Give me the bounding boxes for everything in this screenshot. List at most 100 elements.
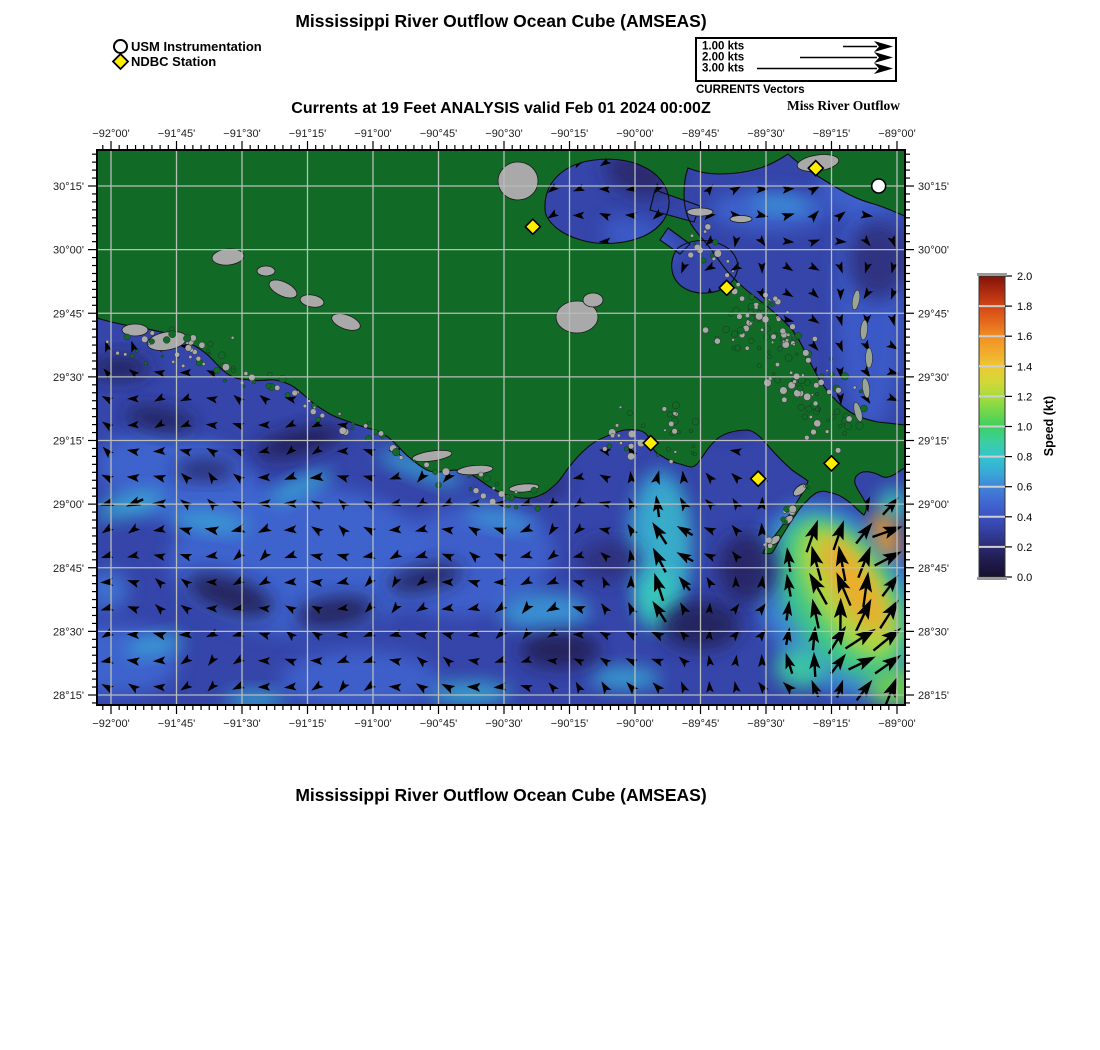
colorbar-tick-label: 0.6: [1017, 482, 1032, 494]
island: [331, 313, 361, 331]
axes: −92°00' −92°00' −91°45' −91°45' −91°30' −91°3…: [53, 128, 949, 730]
map-frame: [96, 149, 906, 706]
bottom-title: Mississippi River Outflow Ocean Cube (AM…: [295, 785, 706, 805]
axis-tick-label: 30°15': [53, 181, 84, 193]
axis-tick-label: −90°00': [616, 128, 653, 140]
axis-tick-label: 30°15': [918, 181, 949, 193]
page-title: Mississippi River Outflow Ocean Cube (AM…: [295, 11, 706, 31]
legend-label-ndbc: NDBC Station: [131, 54, 216, 69]
island: [121, 323, 149, 337]
marsh-speckles: [105, 223, 868, 549]
scale-entry-2: 2.00 kts: [702, 52, 744, 64]
barrier-island: [851, 289, 861, 311]
colorbar-tick-label: 2.0: [1017, 271, 1032, 283]
ndbc-station-marker: [749, 470, 767, 488]
axis-tick-label: 29°45': [53, 308, 84, 320]
axis-tick-label: −91°00': [354, 128, 391, 140]
axis-tick-label: −90°45': [420, 128, 457, 140]
speed-patch: [520, 632, 600, 668]
axis-tick-label: −89°30': [747, 128, 784, 140]
ndbc-station-marker: [524, 218, 542, 236]
coastline: [659, 227, 691, 255]
speed-patch: [750, 197, 810, 213]
axis-tick-label: 30°00': [918, 245, 949, 257]
colorbar-tick-label: 1.0: [1017, 422, 1032, 434]
speed-patch: [465, 510, 535, 530]
colorbar-tick-label: 0.0: [1017, 572, 1032, 584]
axis-tick-label: −89°00': [878, 128, 915, 140]
axis-tick-label: 29°00': [918, 499, 949, 511]
axis-tick-label: 29°15': [918, 436, 949, 448]
axis-tick-label: −91°30': [223, 718, 260, 730]
speed-patch: [387, 563, 463, 593]
scale-arrowhead: [874, 41, 893, 52]
axis-tick-label: 29°30': [918, 372, 949, 384]
currents-map: −92°00' −92°00' −91°45' −91°45' −91°30' −91°3…: [53, 128, 949, 730]
islands: [121, 154, 873, 546]
speed-patch: [295, 596, 375, 628]
axis-tick-label: 28°45': [53, 563, 84, 575]
speed-patch: [500, 592, 590, 632]
corner-label: Miss River Outflow: [787, 98, 900, 113]
island: [268, 279, 298, 299]
ndbc-station-marker: [642, 434, 660, 452]
colorbar-tick-label: 1.6: [1017, 331, 1032, 343]
axis-tick-label: 28°15': [918, 690, 949, 702]
axis-tick-label: 28°15': [53, 690, 84, 702]
speed-patch: [868, 668, 905, 705]
axis-tick-label: −90°45': [420, 718, 457, 730]
stations: [524, 159, 887, 488]
axis-tick-label: 28°45': [918, 563, 949, 575]
speed-patch: [775, 648, 825, 688]
colorbar-tick-label: 0.4: [1017, 512, 1032, 524]
speed-patch: [125, 634, 185, 656]
speed-patch: [377, 450, 463, 486]
axis-tick-label: −89°15': [813, 718, 850, 730]
speed-patch: [580, 540, 640, 580]
axis-tick-label: −90°30': [485, 128, 522, 140]
colorbar-label: Speed (kt): [1042, 396, 1056, 456]
ndbc-station-marker: [822, 454, 841, 473]
axis-tick-label: −90°30': [485, 718, 522, 730]
island: [256, 265, 276, 277]
axis-tick-label: −89°00': [878, 718, 915, 730]
ndbc-station-marker: [718, 279, 736, 297]
scale-arrowhead: [874, 63, 893, 74]
axis-tick-label: −91°30': [223, 128, 260, 140]
barrier-island: [865, 347, 873, 369]
axis-tick-label: −91°45': [158, 128, 195, 140]
axis-tick-label: −90°15': [551, 128, 588, 140]
axis-tick-label: −91°15': [289, 718, 326, 730]
axis-tick-label: −89°15': [813, 128, 850, 140]
axis-tick-label: 28°30': [918, 626, 949, 638]
axis-tick-label: −89°30': [747, 718, 784, 730]
speed-patch: [125, 406, 195, 434]
ndbc-diamond-icon: [111, 52, 130, 71]
speed-colorbar: 0.0 0.2 0.4 0.6 0.8 1.0 1.2 1.4 1.6 1.8 2.0: [977, 271, 1032, 584]
speed-patch: [256, 425, 344, 459]
speed-patch: [848, 220, 905, 300]
island: [582, 292, 604, 308]
axis-tick-label: −92°00': [92, 128, 129, 140]
island: [497, 161, 539, 201]
island: [555, 300, 599, 334]
axis-tick-label: 29°30': [53, 372, 84, 384]
speed-patch: [430, 682, 510, 704]
currents-vectors-caption: CURRENTS Vectors: [696, 84, 805, 96]
axis-tick-label: −91°15': [289, 128, 326, 140]
currents-figure: Mississippi River Outflow Ocean Cube (AM…: [53, 11, 1056, 805]
island: [411, 449, 453, 463]
coastline: [683, 153, 906, 426]
usm-circle-icon: [113, 39, 128, 54]
speed-patch: [871, 511, 901, 559]
island: [456, 464, 494, 476]
barrier-island: [860, 319, 868, 341]
speed-patch: [590, 667, 660, 689]
station-legend: USM Instrumentation NDBC Station: [111, 39, 262, 71]
axis-tick-label: 28°30': [53, 626, 84, 638]
colorbar-tick-label: 0.2: [1017, 542, 1032, 554]
axis-tick-label: −89°45': [682, 718, 719, 730]
ndbc-station-marker: [807, 159, 825, 177]
axis-tick-label: 29°45': [918, 308, 949, 320]
colorbar-tick-label: 0.8: [1017, 452, 1032, 464]
